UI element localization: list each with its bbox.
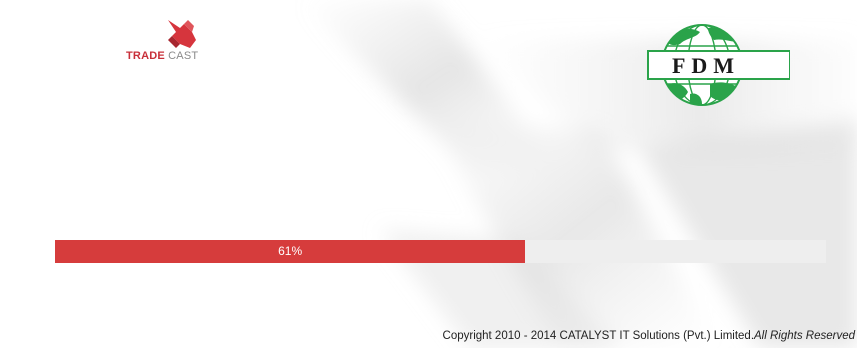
fdm-logo: FDM xyxy=(630,24,791,106)
tradecast-logo: TRADE CAST xyxy=(126,18,236,66)
loading-progress-bar: 61% xyxy=(55,240,826,263)
tradecast-wordmark: TRADE CAST xyxy=(126,50,198,62)
tradecast-hand-icon xyxy=(168,20,196,48)
rights-reserved-text: All Rights Reserved xyxy=(754,330,855,342)
tradecast-word-trade: TRADE xyxy=(126,50,165,62)
progress-fill: 61% xyxy=(55,240,526,263)
progress-label: 61% xyxy=(278,244,303,258)
tradecast-word-cast: CAST xyxy=(168,50,199,62)
copyright-footer: Copyright 2010 - 2014 CATALYST IT Soluti… xyxy=(443,330,855,342)
copyright-text: Copyright 2010 - 2014 CATALYST IT Soluti… xyxy=(442,330,755,342)
fdm-globe-icon: FDM xyxy=(647,24,791,106)
fdm-logo-text: FDM xyxy=(672,53,740,78)
